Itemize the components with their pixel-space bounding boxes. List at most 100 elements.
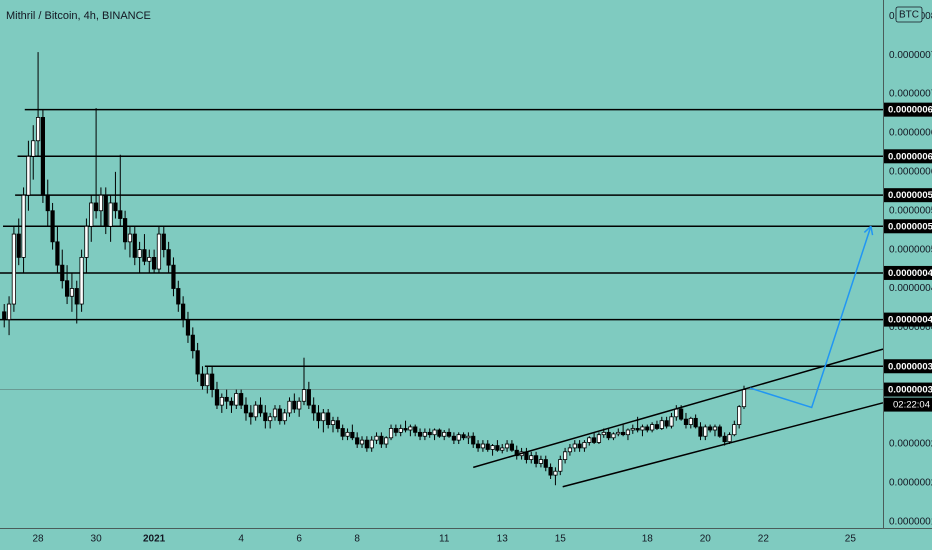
candle-body-up [369, 439, 374, 449]
candle-body-down [413, 426, 418, 433]
candle-body-down [210, 373, 215, 390]
candle-body-up [504, 443, 510, 449]
candle-body-down [243, 404, 249, 414]
candle-body-up [616, 431, 621, 435]
candle-body-down [437, 429, 442, 437]
x-tick-label: 18 [642, 534, 654, 545]
level-label-box [884, 219, 932, 234]
candle-body-down [403, 428, 408, 431]
candle-body-down [181, 303, 186, 320]
candle-body-up [84, 225, 89, 258]
candle-body-down [229, 400, 234, 406]
chart-title: Mithril / Bitcoin, 4h, BINANCE [6, 10, 151, 22]
countdown: 02:22:04 [893, 400, 930, 411]
candle-body-up [297, 400, 302, 410]
candle-body-down [379, 435, 384, 445]
candle-body-up [587, 437, 592, 443]
last-price-label-box [884, 382, 932, 397]
level-label-box [884, 188, 932, 203]
candle-body-up [234, 393, 239, 406]
x-tick-label: 2021 [143, 534, 166, 545]
level-label-box [884, 359, 932, 374]
candle-body-up [466, 435, 471, 439]
y-tick-label: 0.00000055 [889, 205, 932, 216]
x-tick-label: 4 [238, 534, 244, 545]
candle-body-up [741, 389, 747, 408]
candle-body-down [461, 434, 466, 439]
candle-body-up [567, 447, 573, 453]
candle-body-down [2, 311, 7, 320]
candle-body-up [253, 404, 258, 418]
candle-body-up [6, 303, 12, 320]
trendline [473, 348, 884, 469]
candle-body-up [31, 140, 36, 157]
candle-body-up [69, 288, 75, 297]
candle-body-down [40, 117, 46, 196]
candle-body-down [103, 194, 108, 227]
candle-body-up [26, 155, 31, 196]
candle-body-down [166, 249, 171, 266]
candle-body-up [611, 433, 616, 439]
candle-body-down [693, 417, 698, 428]
candle-body-up [630, 428, 635, 431]
candle-body-down [185, 319, 191, 336]
level-label: 0.00000047 [888, 268, 932, 279]
candle-body-up [688, 417, 693, 425]
candle-body-up [572, 443, 577, 449]
candle-body-down [654, 424, 660, 429]
candle-body-up [432, 429, 437, 436]
candle-body-up [205, 373, 210, 387]
candle-body-up [553, 470, 558, 476]
level-label: 0.00000057 [888, 190, 932, 201]
candle-body-down [606, 431, 611, 439]
x-tick-label: 22 [758, 534, 770, 545]
level-label: 0.00000062 [888, 151, 932, 162]
candle-body-up [529, 455, 534, 460]
y-tick-label: 0.00000025 [889, 439, 932, 450]
candle-body-up [89, 202, 94, 227]
candle-body-down [708, 426, 713, 431]
candle-body-up [268, 416, 273, 422]
candle-body-up [321, 412, 326, 422]
candle-body-down [722, 435, 727, 443]
candle-body-down [340, 428, 345, 437]
candle-body-down [171, 264, 176, 289]
candle-body-up [374, 435, 379, 441]
candle-body-down [200, 373, 205, 387]
candle-body-down [683, 418, 689, 425]
candle-body-down [161, 233, 166, 251]
projection-arrowhead [863, 225, 872, 233]
candle-body-down [451, 435, 456, 441]
candle-body-down [664, 420, 669, 427]
candle-body-down [176, 288, 181, 305]
candle-body-down [239, 393, 244, 406]
y-tick-label: 0.00000020 [889, 478, 932, 489]
candle-body-down [306, 389, 311, 406]
candle-body-down [292, 400, 297, 410]
currency-badge-box [895, 6, 923, 23]
candle-body-down [16, 233, 21, 258]
candle-body-down [350, 431, 355, 439]
candle-body-up [456, 434, 461, 441]
axes [0, 0, 932, 529]
last-price-label: 0.00000032 [888, 385, 932, 396]
level-label: 0.00000068 [888, 105, 932, 116]
candle-body-down [621, 431, 626, 436]
candle-body-up [79, 256, 84, 305]
x-tick-label: 13 [497, 534, 509, 545]
candle-body-down [45, 194, 50, 212]
candle-body-up [659, 420, 664, 429]
candle-body-down [495, 445, 500, 451]
candle-body-down [74, 288, 79, 305]
candle-body-down [132, 233, 137, 258]
x-tick-label: 28 [33, 534, 45, 545]
candle-body-down [698, 426, 703, 437]
candle-body-down [514, 449, 519, 457]
candle-body-down [592, 437, 597, 443]
candle-body-down [142, 249, 147, 262]
candle-body-down [64, 280, 70, 297]
candle-body-up [650, 424, 655, 431]
candle-body-up [359, 439, 365, 445]
